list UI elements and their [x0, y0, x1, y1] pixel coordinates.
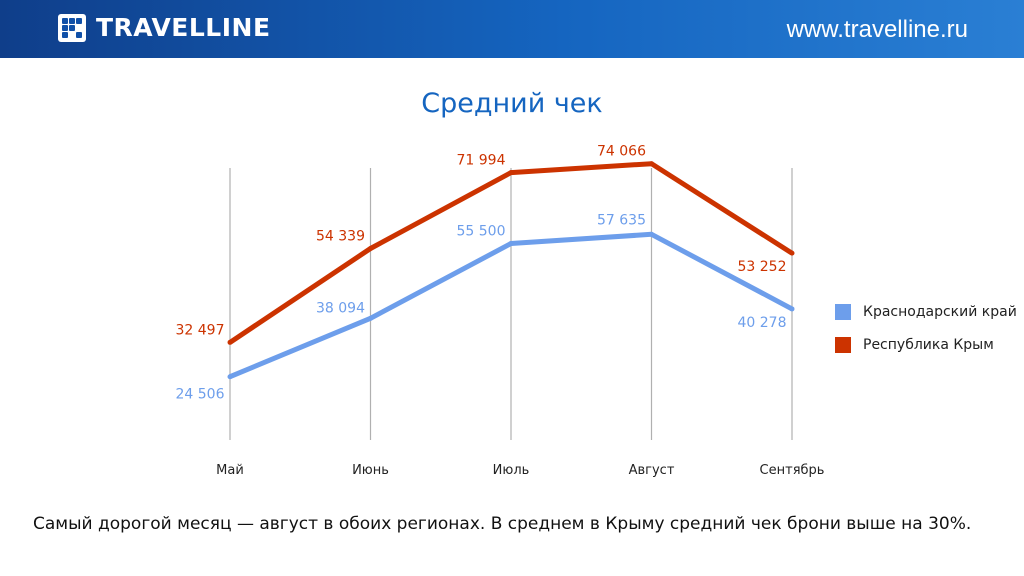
- header-bar: TRAVELLINE www.travelline.ru: [0, 0, 1024, 58]
- chart-legend: Краснодарский край Республика Крым: [835, 303, 1017, 369]
- data-label: 71 994: [457, 153, 506, 169]
- x-tick-label: Сентябрь: [760, 463, 825, 478]
- data-label: 55 500: [457, 224, 506, 240]
- data-point: [227, 374, 233, 380]
- brand-name: TRAVELLINE: [96, 13, 271, 42]
- legend-label-crimea: Республика Крым: [863, 336, 994, 353]
- data-point: [789, 250, 795, 256]
- site-url-link[interactable]: www.travelline.ru: [786, 16, 968, 43]
- legend-swatch-crimea: [835, 336, 851, 353]
- x-tick-label: Июнь: [352, 463, 389, 478]
- brand-logo[interactable]: TRAVELLINE: [58, 14, 271, 42]
- line-chart: Май Июнь Июль Август Сентябрь 24 506 38 094 55 …: [176, 144, 825, 478]
- x-tick-label: Май: [216, 463, 244, 478]
- legend-swatch-krasnodar: [835, 303, 851, 320]
- legend-item-crimea: Республика Крым: [835, 336, 1017, 353]
- data-label: 54 339: [316, 228, 365, 244]
- data-label: 40 278: [738, 315, 787, 331]
- data-point: [227, 339, 233, 345]
- legend-label-krasnodar: Краснодарский край: [863, 303, 1017, 320]
- data-label: 38 094: [316, 300, 365, 316]
- chart-title: Средний чек: [421, 88, 603, 119]
- data-point: [508, 170, 514, 176]
- data-label: 32 497: [176, 322, 225, 338]
- data-point: [368, 245, 373, 251]
- data-point: [789, 306, 795, 312]
- data-point: [649, 231, 654, 237]
- x-tick-label: Июль: [493, 463, 530, 478]
- data-label: 57 635: [597, 212, 646, 228]
- data-label: 53 252: [738, 259, 787, 275]
- data-point: [649, 161, 654, 167]
- chart-footnote: Самый дорогой месяц — август в обоих рег…: [33, 514, 972, 534]
- data-label: 74 066: [597, 144, 646, 160]
- logo-icon: [58, 14, 86, 42]
- data-point: [508, 241, 514, 247]
- x-tick-label: Август: [629, 463, 675, 478]
- legend-item-krasnodar: Краснодарский край: [835, 303, 1017, 320]
- data-point: [368, 315, 373, 321]
- data-label: 24 506: [176, 387, 225, 403]
